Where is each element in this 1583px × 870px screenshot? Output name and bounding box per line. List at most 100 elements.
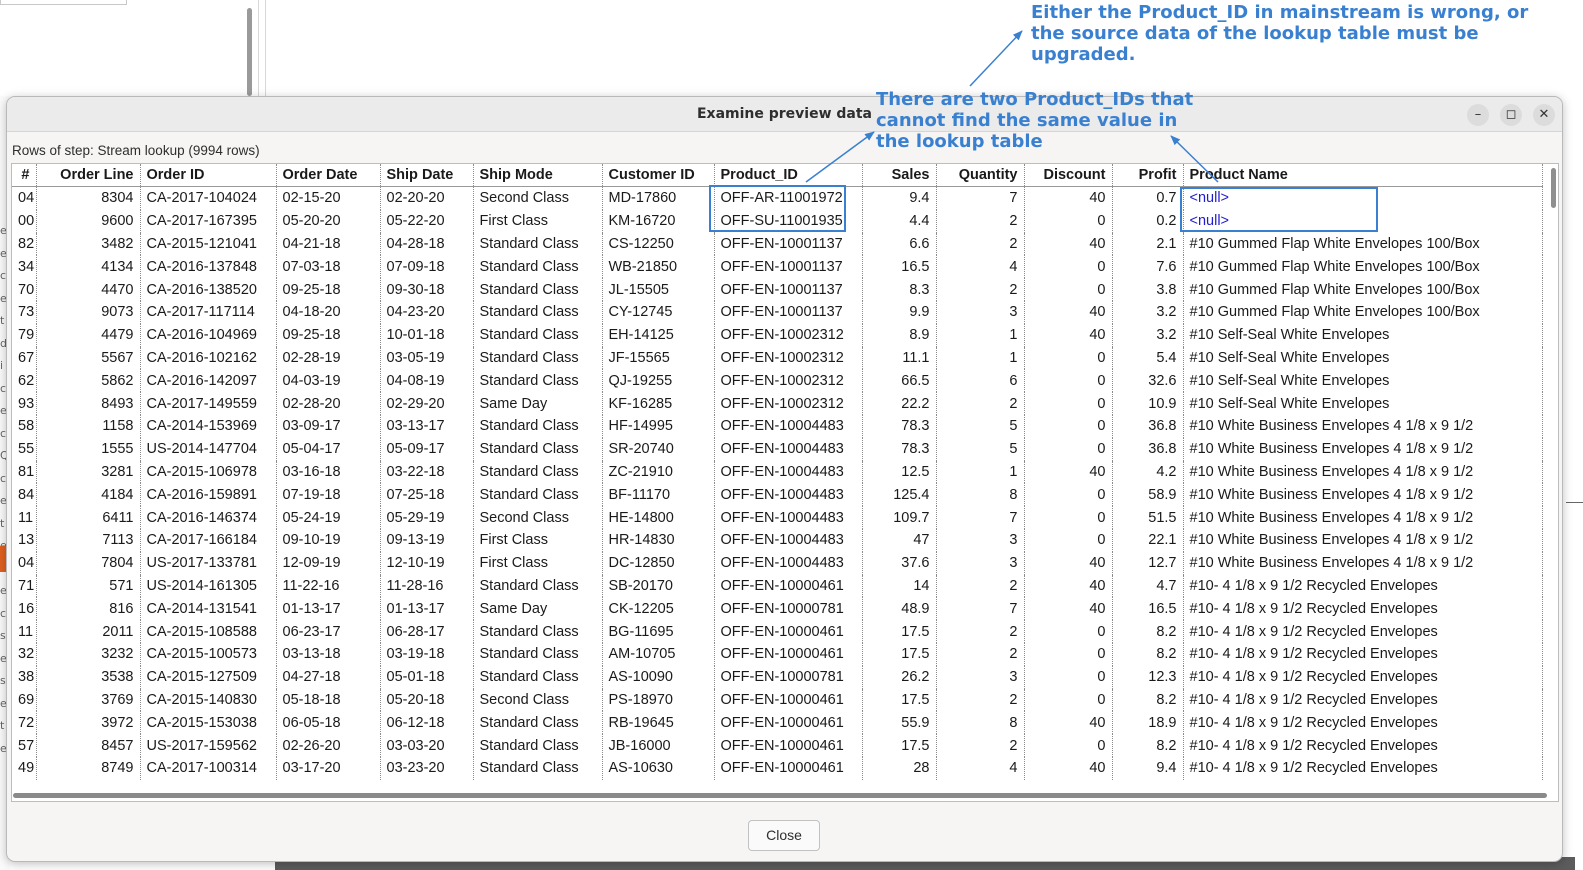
table-row[interactable]: 70 4470 CA-2016-138520 09-25-18 09-30-18 Stan… — [12, 278, 1543, 301]
table-row[interactable]: 04 8304 CA-2017-104024 02-15-20 02-20-20 Seco… — [12, 186, 1543, 210]
table-row[interactable]: 13 7113 CA-2017-166184 09-10-19 09-13-19 Firs… — [12, 528, 1543, 552]
table-cell: OFF-EN-10001137 — [714, 255, 863, 279]
table-row[interactable]: 93 8493 CA-2017-149559 02-28-20 02-29-20 Same… — [12, 392, 1543, 415]
table-cell: 09-10-19 — [276, 528, 381, 552]
table-cell: 3538 — [36, 665, 141, 689]
table-row[interactable]: 38 3538 CA-2015-127509 04-27-18 05-01-18 Stan… — [12, 665, 1543, 689]
table-row[interactable]: 32 3232 CA-2015-100573 03-13-18 03-19-18 Stan… — [12, 642, 1543, 666]
table-cell: 71 — [12, 574, 37, 598]
table-row[interactable]: 67 5567 CA-2016-102162 02-28-19 03-05-19 Stan… — [12, 346, 1543, 370]
column-header[interactable]: Ship Date — [380, 164, 474, 187]
table-cell: BG-11695 — [602, 620, 715, 643]
table-cell: 8 — [936, 483, 1025, 507]
column-header[interactable]: Product Name — [1183, 164, 1543, 187]
column-header[interactable]: Order ID — [140, 164, 277, 187]
table-row[interactable]: 58 1158 CA-2014-153969 03-09-17 03-13-17 Stan… — [12, 414, 1543, 438]
table-row[interactable]: 11 6411 CA-2016-146374 05-24-19 05-29-19 Seco… — [12, 506, 1543, 529]
column-header[interactable]: Discount — [1024, 164, 1113, 187]
table-cell: 03-09-17 — [276, 414, 381, 438]
table-cell: 40 — [1024, 756, 1113, 780]
table-cell: 10.9 — [1112, 392, 1184, 415]
table-cell: 40 — [1024, 574, 1113, 598]
table-row[interactable]: 57 8457 US-2017-159562 02-26-20 03-03-20 Stan… — [12, 734, 1543, 757]
table-cell: 17.5 — [862, 620, 937, 643]
table-cell: CY-12745 — [602, 300, 715, 324]
table-row[interactable]: 81 3281 CA-2015-106978 03-16-18 03-22-18 Stan… — [12, 460, 1543, 484]
background-letter: e — [0, 696, 7, 710]
vertical-scrollbar-thumb[interactable] — [1551, 168, 1556, 208]
table-row[interactable]: 82 3482 CA-2015-121041 04-21-18 04-28-18 Stan… — [12, 232, 1543, 256]
table-cell: CA-2015-153038 — [140, 711, 277, 735]
table-row[interactable]: 04 7804 US-2017-133781 12-09-19 12-10-19 Firs… — [12, 551, 1543, 575]
table-row[interactable]: 79 4479 CA-2016-104969 09-25-18 10-01-18 Stan… — [12, 323, 1543, 347]
background-letter: c — [0, 426, 7, 440]
table-row[interactable]: 73 9073 CA-2017-117114 04-18-20 04-23-20 Stan… — [12, 300, 1543, 324]
table-cell: 6411 — [36, 506, 141, 529]
table-row[interactable]: 71 571 US-2014-161305 11-22-16 11-28-16 Stand… — [12, 574, 1543, 598]
column-header[interactable]: Order Date — [276, 164, 381, 187]
column-header[interactable]: Sales — [862, 164, 937, 187]
background-field — [0, 0, 127, 5]
table-row[interactable]: 72 3972 CA-2015-153038 06-05-18 06-12-18 Stan… — [12, 711, 1543, 735]
table-row[interactable]: 16 816 CA-2014-131541 01-13-17 01-13-17 Same … — [12, 597, 1543, 621]
table-cell: CA-2017-166184 — [140, 528, 277, 552]
table-cell: 1 — [936, 346, 1025, 370]
table-cell: MD-17860 — [602, 186, 715, 210]
column-header[interactable]: Order Line — [36, 164, 141, 187]
table-cell: CA-2016-138520 — [140, 278, 277, 301]
table-cell: 69 — [12, 688, 37, 712]
table-cell: 34 — [12, 255, 37, 279]
maximize-button[interactable]: ◻ — [1500, 104, 1522, 126]
table-row[interactable]: 49 8749 CA-2017-100314 03-17-20 03-23-20 Stan… — [12, 756, 1543, 780]
table-cell: #10- 4 1/8 x 9 1/2 Recycled Envelopes — [1183, 642, 1543, 666]
background-scrollbar[interactable] — [247, 8, 252, 96]
table-cell: #10 White Business Envelopes 4 1/8 x 9 1… — [1183, 414, 1543, 438]
table-row[interactable]: 11 2011 CA-2015-108588 06-23-17 06-28-17 Stan… — [12, 620, 1543, 643]
column-header[interactable]: Customer ID — [602, 164, 715, 187]
table-cell: Standard Class — [473, 278, 603, 301]
table-cell: 8.2 — [1112, 642, 1184, 666]
table-cell: 1 — [936, 460, 1025, 484]
table-row[interactable]: 62 5862 CA-2016-142097 04-03-19 04-08-19 Stan… — [12, 369, 1543, 393]
table-cell: 7113 — [36, 528, 141, 552]
table-cell: 12.5 — [862, 460, 937, 484]
column-header[interactable]: Product_ID — [714, 164, 863, 187]
table-cell: OFF-EN-10004483 — [714, 460, 863, 484]
table-cell: 2 — [936, 278, 1025, 301]
table-cell: #10 Self-Seal White Envelopes — [1183, 323, 1543, 347]
table-row[interactable]: 55 1555 US-2014-147704 05-04-17 05-09-17 Stan… — [12, 437, 1543, 461]
minimize-button[interactable]: – — [1467, 104, 1489, 126]
table-cell: 40 — [1024, 460, 1113, 484]
table-row[interactable]: 00 9600 CA-2017-167395 05-20-20 05-22-20 Firs… — [12, 209, 1543, 233]
close-window-button[interactable]: ✕ — [1533, 104, 1555, 126]
horizontal-scrollbar-thumb[interactable] — [13, 793, 1547, 798]
table-cell: 04-08-19 — [380, 369, 474, 393]
column-header[interactable]: # — [12, 164, 37, 187]
table-cell: 8.2 — [1112, 620, 1184, 643]
column-header[interactable]: Profit — [1112, 164, 1184, 187]
table-cell: US-2017-133781 — [140, 551, 277, 575]
table-cell: PS-18970 — [602, 688, 715, 712]
table-row[interactable]: 34 4134 CA-2016-137848 07-03-18 07-09-18 Stan… — [12, 255, 1543, 279]
table-cell: 36.8 — [1112, 414, 1184, 438]
table-cell: ZC-21910 — [602, 460, 715, 484]
background-letter: t — [0, 719, 5, 732]
close-button[interactable]: Close — [748, 820, 820, 851]
table-row[interactable]: 69 3769 CA-2015-140830 05-18-18 05-20-18 Seco… — [12, 688, 1543, 712]
table-cell: 36.8 — [1112, 437, 1184, 461]
table-cell: CS-12250 — [602, 232, 715, 256]
table-cell: 1555 — [36, 437, 141, 461]
column-header[interactable]: Quantity — [936, 164, 1025, 187]
table-cell: 0 — [1024, 528, 1113, 552]
table-cell: OFF-SU-11001935 — [714, 209, 863, 233]
table-cell: 2 — [936, 688, 1025, 712]
dialog-titlebar[interactable]: Examine preview data – ◻ ✕ — [7, 97, 1562, 132]
table-cell: 9.4 — [1112, 756, 1184, 780]
table-cell: 5.4 — [1112, 346, 1184, 370]
table-cell: 3281 — [36, 460, 141, 484]
vertical-scrollbar[interactable] — [1546, 164, 1558, 801]
column-header[interactable]: Ship Mode — [473, 164, 603, 187]
table-cell: 07-19-18 — [276, 483, 381, 507]
table-row[interactable]: 84 4184 CA-2016-159891 07-19-18 07-25-18 Stan… — [12, 483, 1543, 507]
table-cell: 05-18-18 — [276, 688, 381, 712]
